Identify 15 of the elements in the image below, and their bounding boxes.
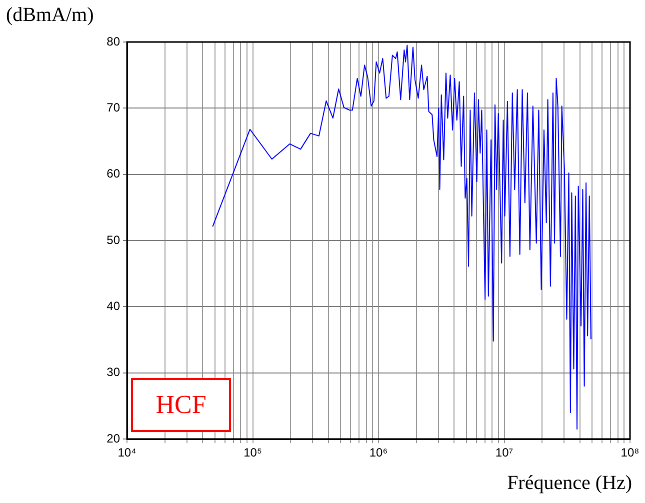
y-tick-label: 50 <box>106 232 120 247</box>
y-tick-label: 80 <box>106 34 120 48</box>
y-tick-label: 20 <box>106 431 120 446</box>
y-tick-label: 40 <box>106 298 120 313</box>
annotation: HCF <box>131 378 231 432</box>
y-tick-label: 30 <box>106 365 120 380</box>
x-axis-title: Fréquence (Hz) <box>507 472 632 495</box>
x-tick-label: 10⁵ <box>244 446 262 460</box>
x-tick-label: 10⁴ <box>118 446 136 460</box>
x-tick-label: 10⁸ <box>620 446 640 460</box>
y-axis-title: (dBmA/m) <box>6 4 94 27</box>
x-tick-label: 10⁶ <box>369 446 388 460</box>
y-tick-label: 70 <box>106 100 120 114</box>
x-tick-label: 10⁷ <box>495 446 514 460</box>
y-tick-label: 60 <box>106 166 120 181</box>
